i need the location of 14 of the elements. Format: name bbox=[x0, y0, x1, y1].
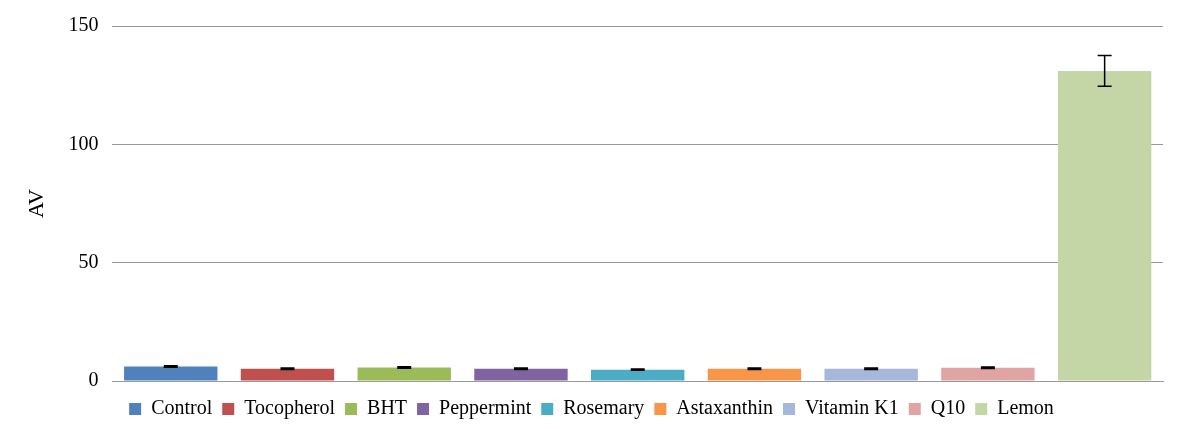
y-tick-label: 100 bbox=[68, 131, 99, 154]
legend-label: Lemon bbox=[997, 396, 1054, 419]
y-tick-label: 50 bbox=[78, 249, 99, 272]
legend-label: Rosemary bbox=[563, 396, 645, 420]
legend-label: Vitamin K1 bbox=[804, 396, 899, 419]
y-axis-title: AV bbox=[22, 188, 48, 218]
legend-label: BHT bbox=[367, 396, 408, 419]
legend-label: Control bbox=[151, 396, 213, 419]
y-tick-label: 150 bbox=[68, 13, 99, 36]
legend-label: Astaxanthin bbox=[676, 396, 773, 419]
legend-label: Q10 bbox=[930, 396, 966, 419]
legend-label: Tocopherol bbox=[244, 396, 336, 420]
legend-label: Peppermint bbox=[439, 396, 532, 420]
y-tick-label: 0 bbox=[88, 368, 99, 391]
